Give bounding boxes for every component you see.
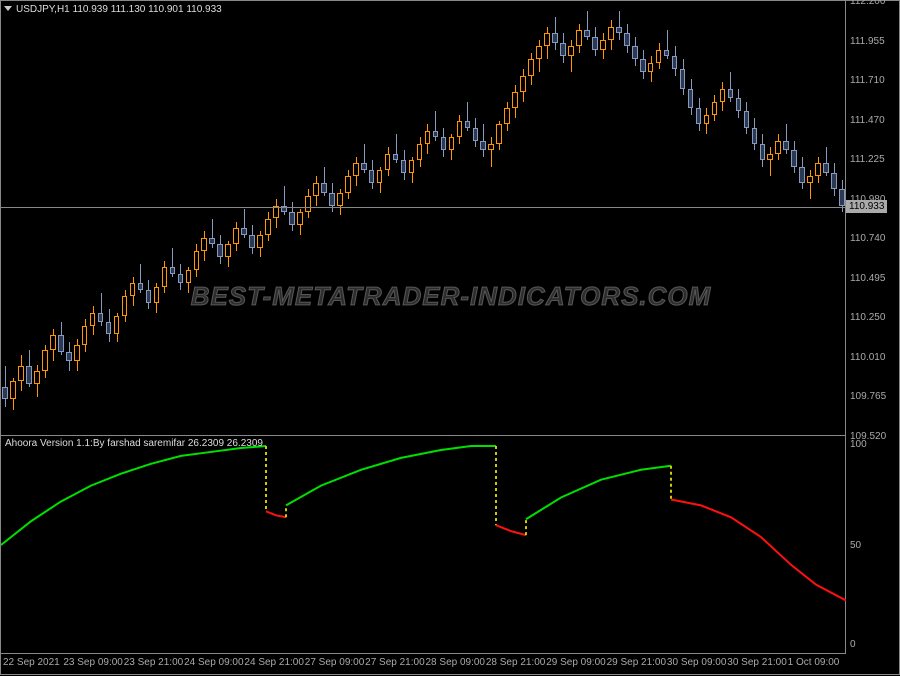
- indicator-y-axis: 100 50 0: [846, 436, 900, 654]
- x-tick-label: 24 Sep 09:00: [184, 657, 244, 668]
- y-tick-label: 110.740: [850, 233, 885, 244]
- x-tick-label: 30 Sep 21:00: [727, 657, 787, 668]
- x-tick-label: 1 Oct 09:00: [788, 657, 840, 668]
- x-tick-label: 22 Sep 2021: [3, 657, 60, 668]
- indicator-segment: [526, 466, 671, 519]
- y-tick-label: 110.495: [850, 273, 885, 284]
- indicator-y-tick: 100: [850, 439, 867, 450]
- x-tick-label: 27 Sep 21:00: [365, 657, 425, 668]
- x-tick-label: 28 Sep 21:00: [486, 657, 546, 668]
- indicator-segment: [1, 446, 266, 545]
- indicator-segment: [671, 499, 846, 600]
- chart-dropdown-icon[interactable]: [4, 6, 12, 11]
- x-tick-label: 23 Sep 09:00: [63, 657, 123, 668]
- x-tick-label: 29 Sep 21:00: [607, 657, 667, 668]
- y-tick-label: 111.225: [850, 154, 885, 165]
- x-tick-label: 29 Sep 09:00: [546, 657, 606, 668]
- chart-container: USDJPY,H1 110.939 111.130 110.901 110.93…: [0, 0, 900, 675]
- price-y-axis: 112.200 111.955 111.710 111.470 111.225 110.9…: [846, 1, 900, 436]
- x-tick-label: 30 Sep 09:00: [667, 657, 727, 668]
- current-price-line: [1, 207, 846, 208]
- x-tick-label: 27 Sep 09:00: [305, 657, 365, 668]
- price-chart-area[interactable]: USDJPY,H1 110.939 111.130 110.901 110.93…: [1, 1, 846, 436]
- indicator-y-tick: 0: [850, 639, 856, 650]
- y-tick-label: 112.200: [850, 0, 885, 7]
- y-tick-label: 111.710: [850, 75, 885, 86]
- chart-title: USDJPY,H1 110.939 111.130 110.901 110.93…: [16, 4, 222, 15]
- indicator-segment: [496, 525, 526, 535]
- current-price-label: 110.933: [846, 200, 887, 213]
- indicator-chart-area[interactable]: Ahoora Version 1.1:By farshad saremifar …: [1, 436, 846, 654]
- indicator-y-tick: 50: [850, 540, 861, 551]
- indicator-lines: [1, 436, 846, 654]
- time-x-axis: 22 Sep 202123 Sep 09:0023 Sep 21:0024 Se…: [1, 654, 846, 676]
- y-tick-label: 111.955: [850, 36, 885, 47]
- x-tick-label: 23 Sep 21:00: [124, 657, 184, 668]
- x-tick-label: 28 Sep 09:00: [426, 657, 486, 668]
- y-tick-label: 110.250: [850, 312, 885, 323]
- indicator-title: Ahoora Version 1.1:By farshad saremifar …: [5, 438, 263, 449]
- x-tick-label: 24 Sep 21:00: [244, 657, 304, 668]
- y-tick-label: 111.470: [850, 115, 885, 126]
- y-tick-label: 110.010: [850, 352, 885, 363]
- y-tick-label: 109.765: [850, 391, 886, 402]
- indicator-segment: [286, 446, 496, 505]
- indicator-segment: [266, 511, 286, 517]
